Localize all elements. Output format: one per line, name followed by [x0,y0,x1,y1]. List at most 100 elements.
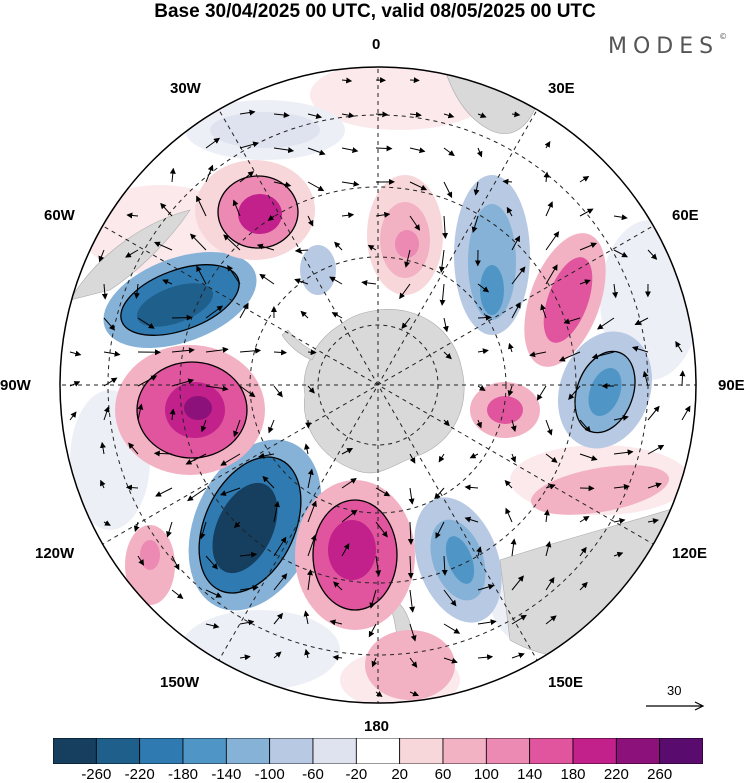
wind-arrow [268,419,275,434]
wind-arrow [511,302,521,319]
wind-arrow [137,403,144,421]
wind-arrow [434,487,445,500]
wind-arrow [155,487,173,497]
wind-arrow [371,657,378,668]
wind-arrow [369,589,377,609]
wind-arrow [464,484,479,491]
wind-arrow [125,249,139,258]
wind-arrow [153,450,173,457]
wind-arrow [239,385,256,398]
wind-arrow [540,303,547,319]
wind-arrow [329,619,343,626]
wind-arrow [333,581,343,591]
wind-arrow [443,351,452,360]
wind-arrow [219,487,241,496]
wind-arrow [273,385,283,398]
lon-label-0: 0 [372,36,381,53]
wind-arrow [239,585,259,591]
wind-arrow [545,231,560,251]
wind-arrow [464,516,479,523]
lon-label-30w: 30W [170,80,201,97]
wind-arrow [303,610,310,625]
wind-arrow [409,657,418,668]
wind-arrow [239,619,255,626]
wind-arrow [205,589,223,598]
lon-label-60w: 60W [44,207,75,224]
colorbar-tick-label: 260 [647,766,673,783]
wind-arrow [442,215,449,239]
wind-arrow [133,283,140,299]
antarctica [303,309,465,474]
wind-arrow [169,167,176,183]
wind-arrow [477,654,494,661]
wind-arrow [529,351,547,358]
wind-arrow [128,442,139,455]
wind-arrow [169,408,176,421]
wind-arrow [69,350,82,357]
wind-arrow [332,654,343,661]
wind-arrow [409,589,416,613]
colorbar-swatch [225,738,271,764]
colorbar-tick-label: -60 [302,766,324,783]
wind-arrow [675,340,683,353]
wind-arrow [273,573,288,591]
wind-arrow [273,349,288,356]
wind-arrow [223,234,241,251]
colorbar-tick-label: -220 [124,766,155,783]
wind-arrow [579,208,594,217]
wind-arrow [543,171,550,183]
wind-arrow [185,453,207,465]
copyright-mark: © [719,32,728,41]
wind-arrow [568,385,581,400]
wind-arrow [307,500,317,523]
wind-arrow [375,521,388,538]
colorbar-swatch [399,738,444,764]
colorbar-tick-label: 180 [560,766,586,783]
wind-arrow [407,521,414,545]
colorbar-tick-label: 60 [434,766,452,783]
colorbar-tick-label: 20 [391,766,408,783]
wind-arrow [471,215,479,233]
wind-arrow [375,555,382,577]
wind-arrow [507,385,514,397]
wind-arrow [304,648,311,659]
lon-label-30e: 30E [548,80,575,97]
wind-arrow [307,349,317,356]
colorbar-tick-label: -180 [167,766,199,783]
wind-arrow [477,619,497,626]
wind-arrow [545,615,557,625]
wind-arrow [187,487,207,502]
colorbar-swatch [442,738,487,764]
map-boundary [59,66,697,704]
modes-logo: MODES© [608,32,728,59]
wind-arrow [438,249,445,273]
colorbar-swatch [139,738,184,764]
wind-arrow [103,350,121,357]
wind-arrow [361,279,377,286]
wind-arrow [196,265,207,285]
wind-arrow [100,479,106,489]
wind-arrow [171,589,184,600]
wind-arrow [443,181,453,199]
wind-arrow [443,589,457,607]
wind-arrow [579,515,590,523]
wind-arrow [239,551,258,558]
wind-arrow [273,112,290,118]
lon-label-120w: 120W [35,545,75,562]
wind-arrow [375,145,393,152]
wind-arrow [579,175,590,183]
reference-vector-arrow [646,701,705,711]
wind-arrow [679,370,686,387]
wind-arrow [510,419,517,432]
colorbar-swatch [615,738,661,764]
wind-arrow [101,283,108,300]
colorbar-tick-label: 220 [603,766,629,783]
wind-arrow [545,576,555,591]
wind-arrow [199,521,207,540]
wind-arrow [558,351,581,362]
wind-arrow [103,377,118,387]
wind-vectors [69,77,691,698]
wind-arrow [647,518,659,524]
wind-arrow [544,141,551,149]
